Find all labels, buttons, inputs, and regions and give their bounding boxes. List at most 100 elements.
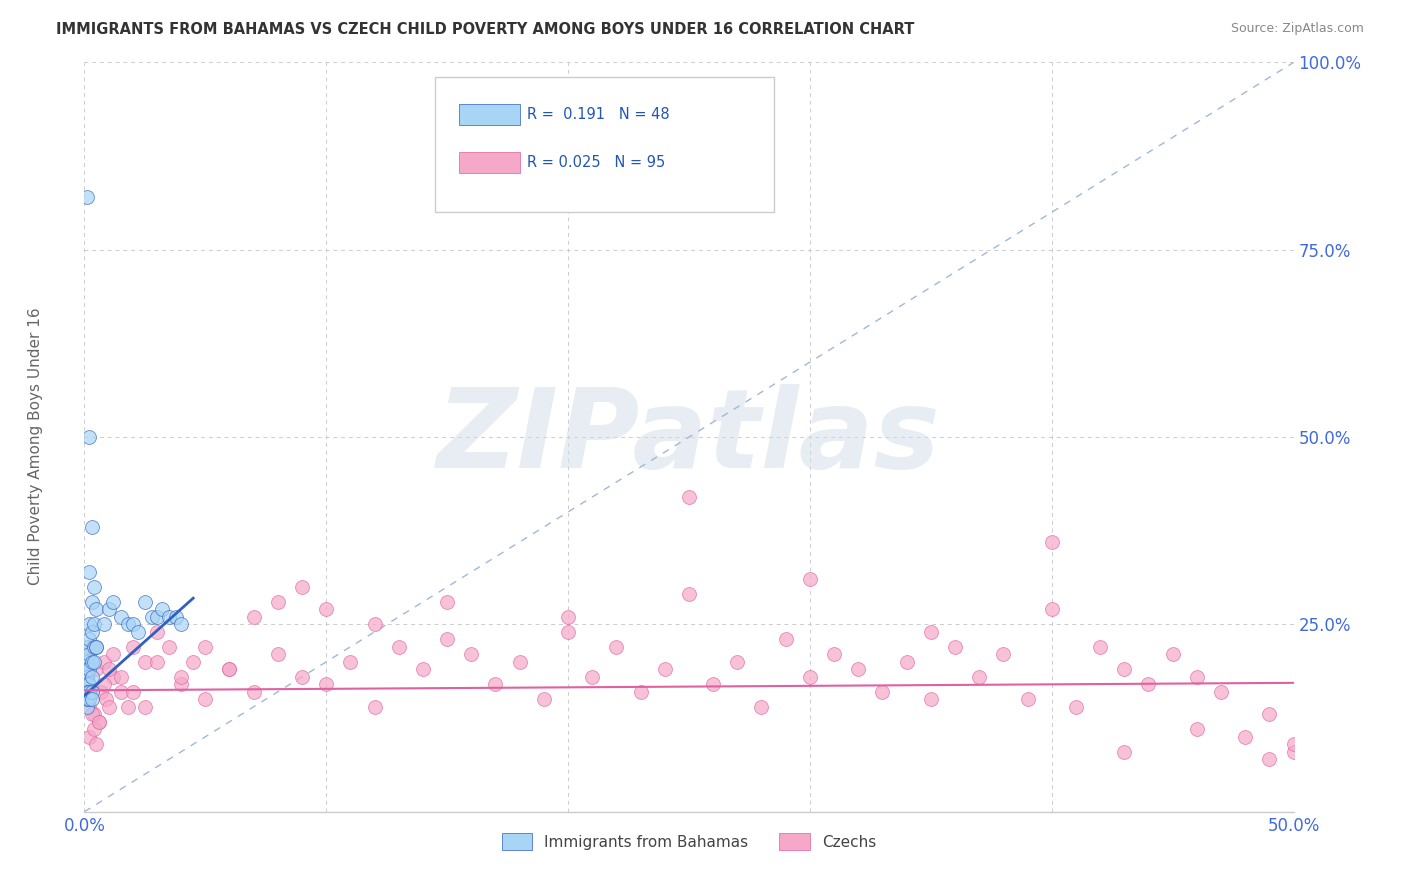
- Point: [86, 602, 108, 616]
- Point: [1282, 745, 1305, 759]
- FancyBboxPatch shape: [434, 78, 773, 212]
- Point: [509, 655, 531, 669]
- Point: [86, 640, 108, 654]
- Point: [110, 685, 132, 699]
- Point: [77, 692, 100, 706]
- Point: [181, 655, 204, 669]
- Point: [146, 624, 169, 639]
- Point: [97, 699, 120, 714]
- Point: [557, 624, 579, 639]
- Point: [1017, 692, 1039, 706]
- Point: [291, 580, 314, 594]
- Point: [872, 685, 894, 699]
- Point: [170, 677, 193, 691]
- Point: [76, 685, 98, 699]
- Point: [1258, 707, 1281, 722]
- Point: [194, 692, 217, 706]
- Point: [76, 670, 98, 684]
- Point: [80, 520, 103, 534]
- Point: [1185, 723, 1208, 737]
- Point: [76, 699, 98, 714]
- Point: [678, 587, 700, 601]
- Point: [83, 640, 105, 654]
- Point: [90, 685, 112, 699]
- Point: [339, 655, 361, 669]
- Text: R =  0.191   N = 48: R = 0.191 N = 48: [527, 107, 669, 121]
- Point: [121, 617, 143, 632]
- Point: [1040, 535, 1063, 549]
- Point: [103, 648, 125, 662]
- Point: [1137, 677, 1160, 691]
- Point: [557, 610, 579, 624]
- Bar: [460, 103, 520, 125]
- Text: Child Poverty Among Boys Under 16: Child Poverty Among Boys Under 16: [28, 307, 42, 585]
- Point: [87, 714, 110, 729]
- Point: [267, 595, 290, 609]
- Point: [242, 685, 264, 699]
- Point: [1040, 602, 1063, 616]
- Point: [823, 648, 845, 662]
- Point: [1114, 745, 1136, 759]
- Point: [1064, 699, 1087, 714]
- Point: [121, 640, 143, 654]
- Point: [1234, 730, 1257, 744]
- Point: [605, 640, 627, 654]
- Point: [134, 655, 156, 669]
- Point: [920, 624, 942, 639]
- Point: [80, 655, 103, 669]
- Point: [76, 655, 98, 669]
- Point: [80, 640, 103, 654]
- Point: [702, 677, 724, 691]
- Point: [1258, 752, 1281, 766]
- Point: [146, 610, 169, 624]
- Point: [751, 699, 773, 714]
- Point: [157, 610, 180, 624]
- Point: [80, 624, 103, 639]
- Point: [76, 677, 98, 691]
- Point: [77, 565, 100, 579]
- Point: [775, 632, 797, 647]
- Point: [388, 640, 411, 654]
- Point: [80, 595, 103, 609]
- Point: [86, 737, 108, 751]
- Point: [76, 662, 98, 676]
- Point: [725, 655, 748, 669]
- Point: [141, 610, 163, 624]
- Point: [80, 685, 103, 699]
- Point: [94, 692, 117, 706]
- Point: [117, 617, 139, 632]
- Point: [93, 677, 115, 691]
- Point: [77, 430, 100, 444]
- Point: [846, 662, 869, 676]
- Point: [533, 692, 555, 706]
- Point: [83, 580, 105, 594]
- Point: [630, 685, 652, 699]
- Text: R = 0.025   N = 95: R = 0.025 N = 95: [527, 155, 665, 170]
- Point: [77, 662, 100, 676]
- Point: [1209, 685, 1232, 699]
- Point: [77, 648, 100, 662]
- Point: [150, 602, 173, 616]
- Point: [76, 692, 98, 706]
- Text: ZIPatlas: ZIPatlas: [437, 384, 941, 491]
- Point: [80, 692, 103, 706]
- Point: [678, 490, 700, 504]
- Point: [134, 595, 156, 609]
- Point: [157, 640, 180, 654]
- Point: [581, 670, 603, 684]
- Point: [103, 595, 125, 609]
- Point: [76, 190, 98, 204]
- Point: [654, 662, 676, 676]
- Text: Source: ZipAtlas.com: Source: ZipAtlas.com: [1230, 22, 1364, 36]
- Point: [86, 640, 108, 654]
- Point: [799, 670, 821, 684]
- Point: [436, 632, 458, 647]
- Point: [170, 670, 193, 684]
- Point: [1161, 648, 1184, 662]
- Point: [134, 699, 156, 714]
- Point: [967, 670, 990, 684]
- Point: [83, 723, 105, 737]
- Point: [920, 692, 942, 706]
- Text: IMMIGRANTS FROM BAHAMAS VS CZECH CHILD POVERTY AMONG BOYS UNDER 16 CORRELATION C: IMMIGRANTS FROM BAHAMAS VS CZECH CHILD P…: [56, 22, 915, 37]
- Point: [127, 624, 149, 639]
